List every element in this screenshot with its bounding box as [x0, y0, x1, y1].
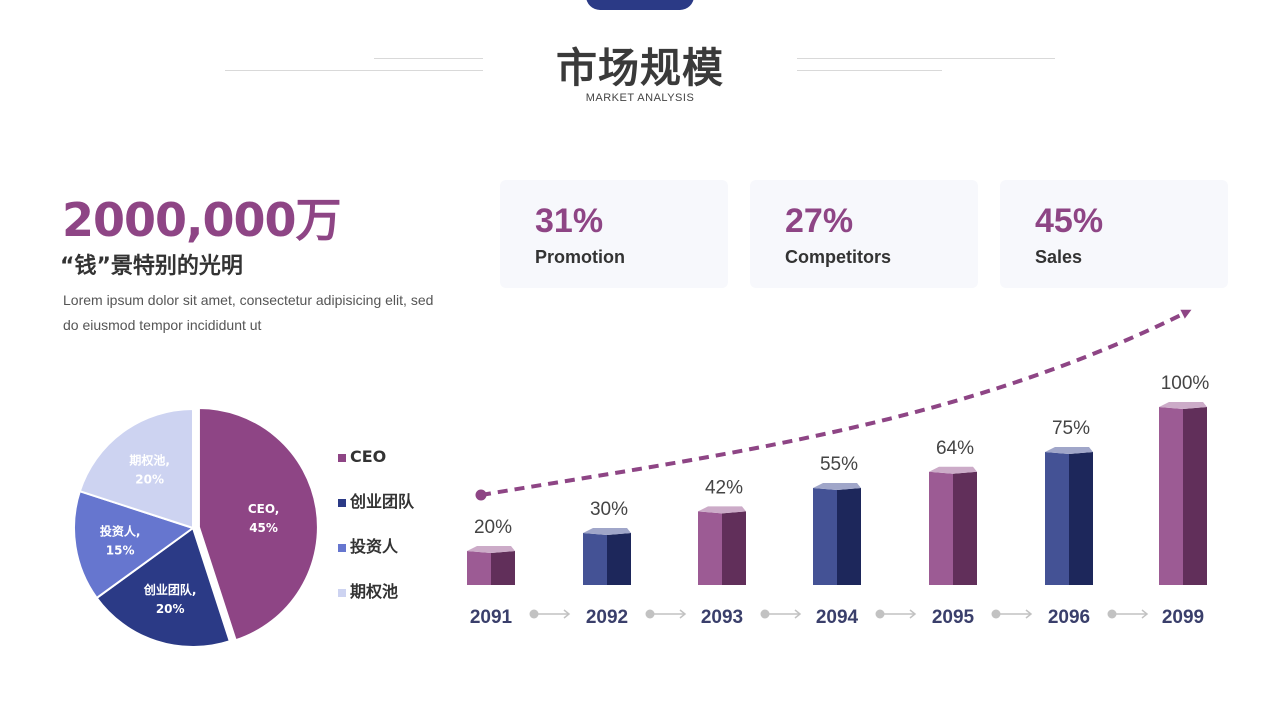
bar-chart: 20% 2091 30% 2092 42% 2093 55% 2094 64% 2095 75% 20…: [467, 309, 1210, 628]
pie-slice-label: 期权池,: [129, 452, 170, 467]
bar-category-label: 2094: [816, 607, 859, 628]
bar-value-label: 20%: [474, 517, 512, 538]
bar-value-label: 55%: [820, 454, 858, 475]
stat-percent: 31%: [535, 202, 604, 240]
bar-2099: [1159, 402, 1207, 585]
bar-value-label: 75%: [1052, 418, 1090, 439]
pie-slice-label: CEO,: [248, 502, 280, 516]
timeline-arrow-icon: [991, 609, 1033, 619]
legend-swatch: [338, 544, 346, 552]
timeline-arrow-icon: [1107, 609, 1149, 619]
bar-category-label: 2093: [701, 607, 743, 628]
pie-chart: CEO, 45% 创业团队, 20% 投资人, 15% 期权池, 20%: [73, 407, 319, 648]
bar-2096: [1045, 447, 1093, 585]
stat-label: Promotion: [535, 247, 625, 267]
legend-item-ceo: CEO: [338, 446, 414, 468]
pie-legend: CEO 创业团队 投资人 期权池: [338, 446, 414, 626]
pie-slice: [197, 407, 319, 642]
bar-2091: [467, 546, 515, 585]
legend-swatch: [338, 499, 346, 507]
page-title: 市场规模: [556, 44, 724, 92]
bar-category-label: 2091: [470, 607, 513, 628]
bar-category-label: 2099: [1162, 607, 1204, 628]
page-subtitle: MARKET ANALYSIS: [585, 92, 695, 104]
tagline: “钱”景特别的光明: [60, 254, 243, 279]
bar-2092: [583, 528, 631, 585]
stat-card-sales: 45% Sales: [1000, 180, 1228, 288]
market-size-number: 2000,000万: [62, 193, 342, 247]
stat-label: Competitors: [785, 247, 892, 267]
timeline-arrow-icon: [760, 609, 802, 619]
legend-item-investor: 投资人: [338, 536, 414, 558]
stat-card-promotion: 31% Promotion: [500, 180, 728, 288]
title-line-left-short: [374, 58, 483, 59]
timeline-arrow-icon: [529, 609, 571, 619]
title-line-right-long: [797, 58, 1055, 59]
timeline-arrow-icon: [645, 609, 687, 619]
pie-slice-value: 15%: [106, 544, 135, 558]
stat-percent: 27%: [785, 202, 854, 240]
stat-percent: 45%: [1035, 202, 1104, 240]
bar-category-label: 2096: [1048, 607, 1090, 628]
trend-arrow: [480, 309, 1192, 497]
legend-label: CEO: [350, 447, 387, 466]
bar-2095: [929, 466, 977, 585]
pie-slice-label: 创业团队,: [143, 582, 197, 597]
bar-2094: [813, 483, 861, 585]
legend-swatch: [338, 589, 346, 597]
pie-slice: [73, 489, 196, 600]
top-tab-decoration: [586, 0, 694, 10]
legend-swatch: [338, 454, 346, 462]
bar-category-label: 2092: [586, 607, 628, 628]
stat-label: Sales: [1035, 247, 1083, 267]
bar-2093: [698, 506, 746, 585]
legend-label: 投资人: [350, 537, 399, 556]
timeline-arrow-icon: [875, 609, 917, 619]
pie-slice: [95, 526, 232, 648]
pie-slice-value: 45%: [249, 521, 278, 535]
title-line-right-short: [797, 70, 942, 71]
pie-slice-value: 20%: [135, 472, 164, 486]
legend-item-option-pool: 期权池: [338, 581, 414, 603]
bar-value-label: 30%: [590, 499, 628, 520]
trend-start-dot: [475, 489, 487, 501]
legend-label: 创业团队: [350, 492, 415, 511]
pie-slice-label: 投资人,: [100, 524, 141, 539]
description-text: Lorem ipsum dolor sit amet, consectetur …: [63, 292, 434, 333]
stat-card-competitors: 27% Competitors: [750, 180, 978, 288]
bar-value-label: 100%: [1161, 373, 1210, 394]
bar-value-label: 42%: [705, 477, 743, 498]
pie-slice: [78, 407, 194, 530]
bar-value-label: 64%: [936, 438, 974, 459]
bar-category-label: 2095: [932, 607, 975, 628]
title-line-left-long: [225, 70, 483, 71]
pie-slice-value: 20%: [156, 602, 185, 616]
legend-label: 期权池: [350, 582, 399, 601]
legend-item-team: 创业团队: [338, 491, 414, 513]
